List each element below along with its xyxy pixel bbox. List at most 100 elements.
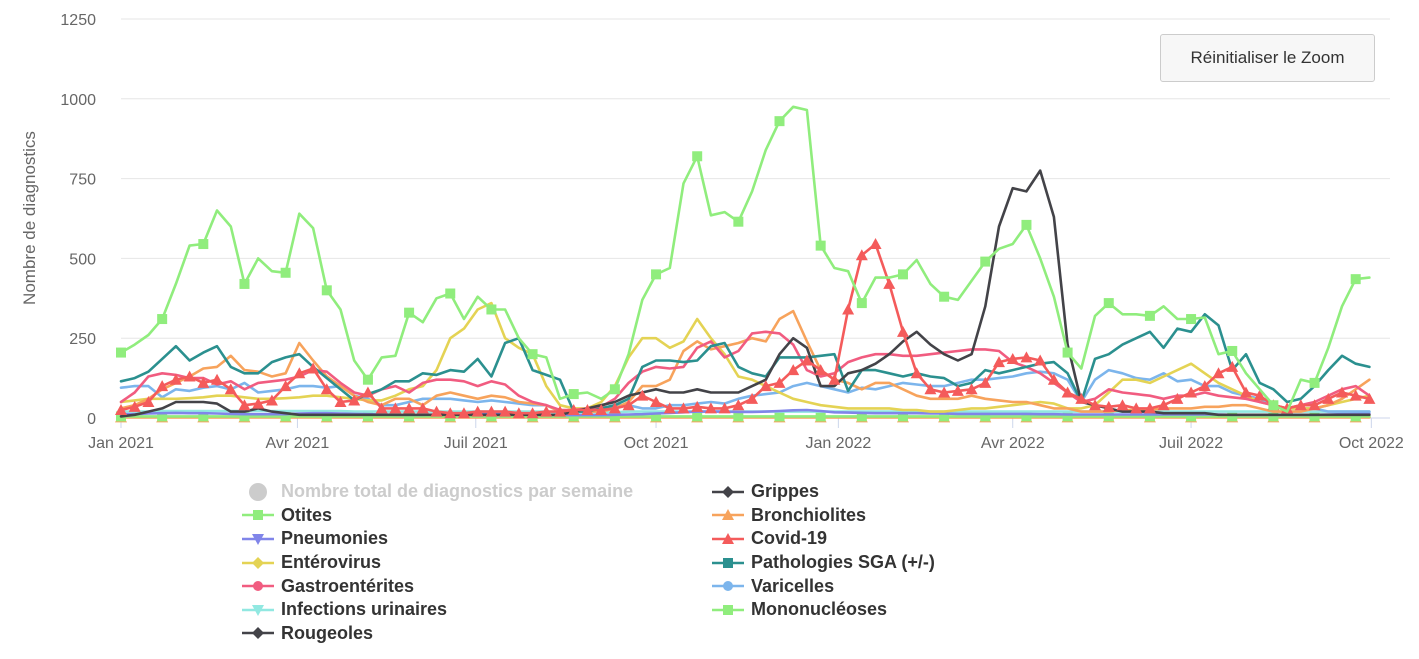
data-point[interactable] <box>1021 411 1032 422</box>
legend-item[interactable]: Bronchiolites <box>710 504 1000 528</box>
data-point[interactable] <box>939 291 950 302</box>
data-point[interactable] <box>307 362 320 374</box>
data-point[interactable] <box>512 407 525 419</box>
data-point[interactable] <box>651 269 662 280</box>
data-point[interactable] <box>265 394 278 406</box>
series-line[interactable] <box>119 105 1371 413</box>
data-point[interactable] <box>1253 389 1266 401</box>
data-point[interactable] <box>897 411 908 422</box>
legend-item[interactable]: Varicelles <box>710 574 1000 598</box>
data-point[interactable] <box>1143 402 1156 414</box>
data-point[interactable] <box>362 411 373 422</box>
data-point[interactable] <box>581 404 594 416</box>
data-point[interactable] <box>1021 219 1032 230</box>
legend-item[interactable]: Nombre total de diagnostics par semaine <box>240 480 710 504</box>
data-point[interactable] <box>650 396 663 408</box>
data-point[interactable] <box>609 384 620 395</box>
data-point[interactable] <box>224 383 237 395</box>
data-point[interactable] <box>692 151 703 162</box>
data-point[interactable] <box>746 392 759 404</box>
data-point[interactable] <box>1186 314 1197 325</box>
data-point[interactable] <box>320 383 333 395</box>
data-point[interactable] <box>733 216 744 227</box>
data-point[interactable] <box>980 256 991 267</box>
data-point[interactable] <box>169 373 182 385</box>
data-point[interactable] <box>568 389 579 400</box>
data-point[interactable] <box>198 239 209 250</box>
data-point[interactable] <box>499 405 512 417</box>
data-point[interactable] <box>1062 411 1073 422</box>
data-point[interactable] <box>156 380 169 392</box>
data-point[interactable] <box>595 404 608 416</box>
data-point[interactable] <box>252 397 265 409</box>
data-point[interactable] <box>554 405 567 417</box>
data-point[interactable] <box>1322 392 1335 404</box>
data-point[interactable] <box>334 396 347 408</box>
data-point[interactable] <box>404 411 415 422</box>
data-point[interactable] <box>883 277 896 289</box>
data-point[interactable] <box>1227 345 1238 356</box>
data-point[interactable] <box>567 404 580 416</box>
data-point[interactable] <box>979 376 992 388</box>
data-point[interactable] <box>1157 399 1170 411</box>
data-point[interactable] <box>1062 347 1073 358</box>
data-point[interactable] <box>457 407 470 419</box>
data-point[interactable] <box>416 402 429 414</box>
data-point[interactable] <box>733 411 744 422</box>
data-point[interactable] <box>1294 399 1307 411</box>
data-point[interactable] <box>197 376 210 388</box>
data-point[interactable] <box>115 404 127 416</box>
data-point[interactable] <box>677 402 690 414</box>
series-line[interactable] <box>119 301 1371 413</box>
data-point[interactable] <box>348 394 361 406</box>
data-point[interactable] <box>774 116 785 127</box>
data-point[interactable] <box>704 402 717 414</box>
data-point[interactable] <box>1186 411 1197 422</box>
data-point[interactable] <box>375 402 388 414</box>
legend-item[interactable]: Otites <box>240 504 710 528</box>
data-point[interactable] <box>471 405 484 417</box>
data-point[interactable] <box>1309 411 1320 422</box>
data-point[interactable] <box>116 347 126 358</box>
legend-item[interactable]: Grippes <box>710 480 1000 504</box>
data-point[interactable] <box>1061 386 1074 398</box>
data-point[interactable] <box>608 402 621 414</box>
series-line[interactable] <box>119 330 1371 412</box>
data-point[interactable] <box>609 411 620 422</box>
legend-item[interactable]: Pneumonies <box>240 527 710 551</box>
legend-item[interactable]: Infections urinaires <box>240 598 710 622</box>
legend-item[interactable]: Pathologies SGA (+/-) <box>710 551 1000 575</box>
legend-item[interactable]: Covid-19 <box>710 527 1000 551</box>
data-point[interactable] <box>211 373 224 385</box>
data-point[interactable] <box>1089 399 1102 411</box>
data-point[interactable] <box>1130 402 1143 414</box>
data-point[interactable] <box>815 240 826 251</box>
data-point[interactable] <box>814 364 827 376</box>
data-point[interactable] <box>1075 392 1088 404</box>
data-point[interactable] <box>856 411 867 422</box>
data-point[interactable] <box>239 278 250 289</box>
data-point[interactable] <box>773 376 786 388</box>
data-point[interactable] <box>540 405 553 417</box>
data-point[interactable] <box>980 411 991 422</box>
data-point[interactable] <box>1144 310 1155 321</box>
legend-item[interactable]: Rougeoles <box>240 622 710 646</box>
data-point[interactable] <box>527 349 538 360</box>
data-point[interactable] <box>1198 380 1211 392</box>
data-point[interactable] <box>787 364 800 376</box>
data-point[interactable] <box>800 354 813 366</box>
data-point[interactable] <box>856 298 867 309</box>
data-point[interactable] <box>896 325 909 337</box>
data-point[interactable] <box>993 356 1006 368</box>
data-point[interactable] <box>718 402 731 414</box>
legend-item[interactable]: Mononucléoses <box>710 598 1000 622</box>
data-point[interactable] <box>636 389 649 401</box>
data-point[interactable] <box>965 383 978 395</box>
data-point[interactable] <box>445 288 456 299</box>
data-point[interactable] <box>1268 400 1279 411</box>
data-point[interactable] <box>430 405 443 417</box>
data-point[interactable] <box>1227 411 1238 422</box>
data-point[interactable] <box>157 314 168 325</box>
data-point[interactable] <box>361 386 374 398</box>
data-point[interactable] <box>855 249 868 261</box>
